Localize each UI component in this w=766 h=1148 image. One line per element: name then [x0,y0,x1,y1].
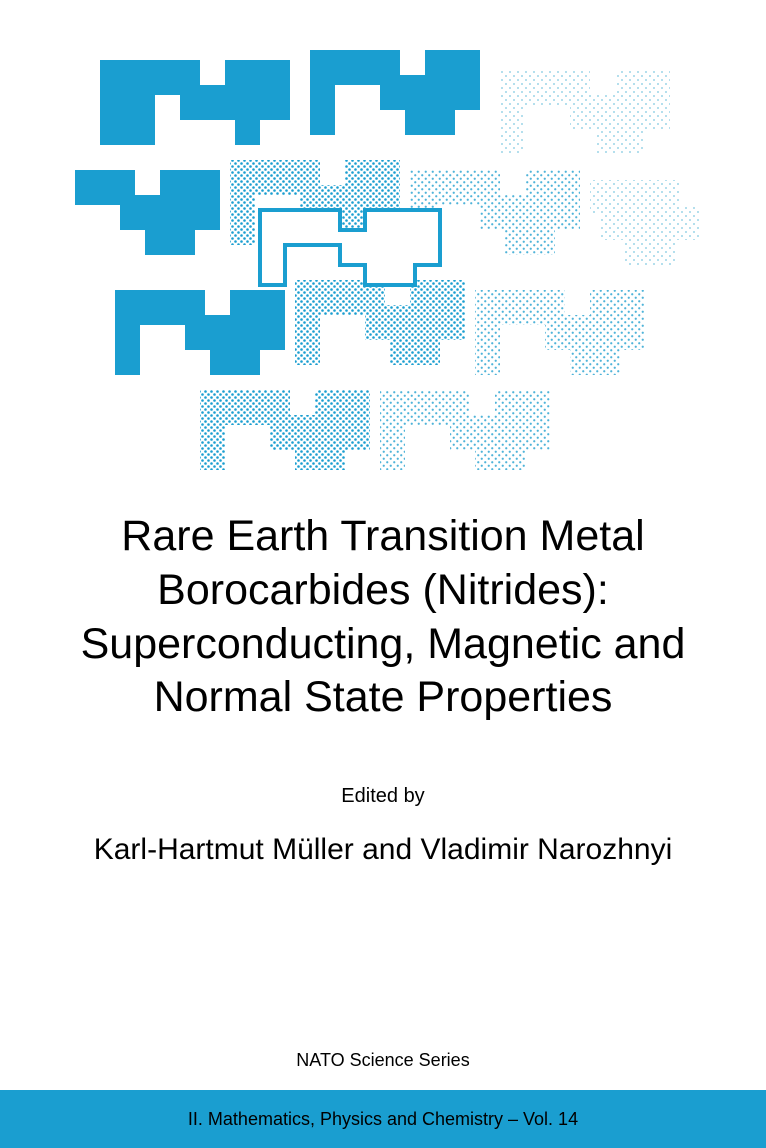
book-cover: Rare Earth Transition Metal Borocarbides… [0,0,766,1148]
footer-band: II. Mathematics, Physics and Chemistry –… [0,1090,766,1148]
edited-by-label: Edited by [341,785,424,808]
cover-artwork [0,0,766,490]
book-title: Rare Earth Transition Metal Borocarbides… [60,510,706,725]
series-volume: II. Mathematics, Physics and Chemistry –… [188,1109,578,1130]
series-name: NATO Science Series [0,1050,766,1071]
authors: Karl-Hartmut Müller and Vladimir Narozhn… [94,833,673,867]
